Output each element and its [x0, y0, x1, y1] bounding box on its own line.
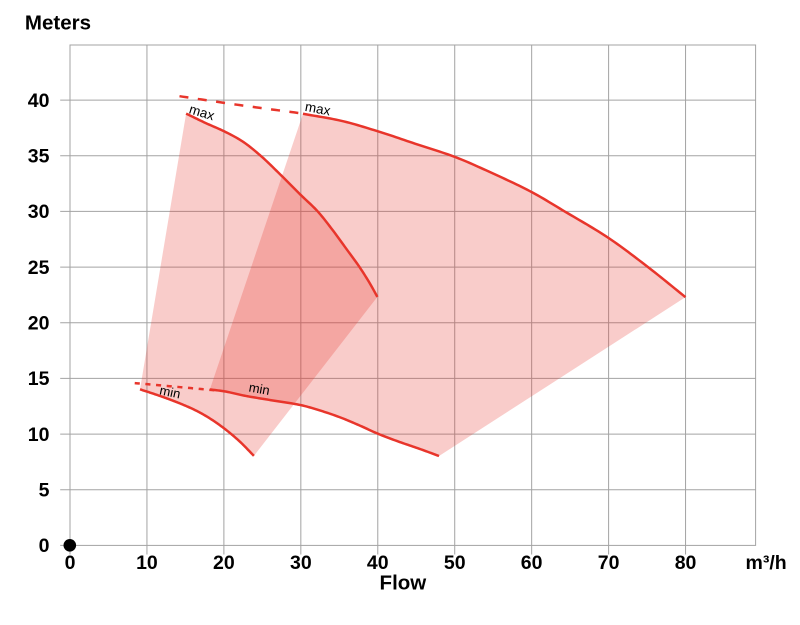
svg-text:10: 10 [28, 424, 50, 446]
svg-text:0: 0 [65, 552, 76, 574]
svg-text:15: 15 [28, 368, 50, 390]
svg-text:min: min [248, 380, 271, 398]
svg-text:60: 60 [521, 552, 543, 574]
svg-text:30: 30 [28, 201, 50, 223]
svg-text:m³/h: m³/h [746, 552, 787, 574]
svg-text:40: 40 [367, 552, 389, 574]
svg-text:max: max [304, 99, 332, 118]
svg-text:Flow: Flow [380, 572, 427, 595]
svg-text:0: 0 [39, 535, 50, 557]
svg-text:40: 40 [28, 90, 50, 112]
svg-text:20: 20 [213, 552, 235, 574]
svg-text:min: min [158, 382, 182, 401]
svg-text:5: 5 [39, 479, 50, 501]
svg-text:50: 50 [444, 552, 466, 574]
svg-text:70: 70 [598, 552, 620, 574]
svg-text:30: 30 [290, 552, 312, 574]
svg-text:max: max [187, 102, 216, 124]
svg-text:25: 25 [28, 257, 50, 279]
svg-text:Meters: Meters [25, 11, 91, 34]
svg-text:80: 80 [675, 552, 697, 574]
svg-text:20: 20 [28, 312, 50, 334]
svg-text:10: 10 [136, 552, 158, 574]
svg-text:35: 35 [28, 145, 50, 167]
